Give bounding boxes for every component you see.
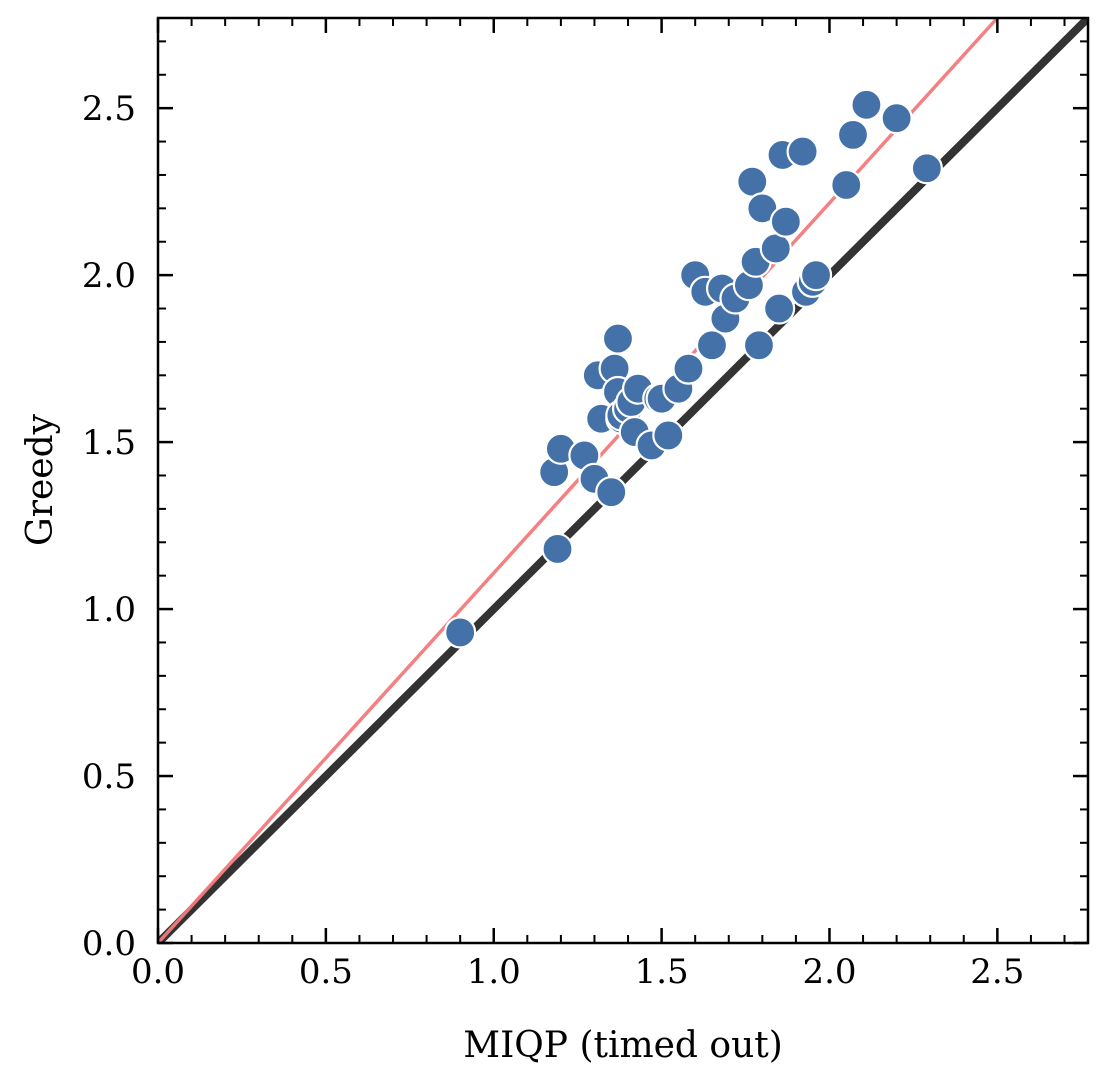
data-point xyxy=(763,292,796,325)
data-point xyxy=(850,88,883,121)
y-tick-label: 0.5 xyxy=(82,757,136,797)
data-point xyxy=(736,165,769,198)
data-point xyxy=(880,102,913,135)
data-point xyxy=(769,205,802,238)
y-tick-label: 1.0 xyxy=(82,590,136,630)
y-tick-label: 2.5 xyxy=(82,89,136,129)
x-tick-label: 1.5 xyxy=(635,952,689,992)
data-point xyxy=(444,616,477,649)
y-tick-label: 1.5 xyxy=(82,423,136,463)
data-point xyxy=(836,118,870,151)
y-axis-title: Greedy xyxy=(20,413,61,546)
data-point xyxy=(759,232,792,265)
plot-frame xyxy=(156,16,1090,945)
data-point xyxy=(695,329,729,362)
data-point xyxy=(799,259,833,292)
trend-line xyxy=(158,18,999,943)
data-point xyxy=(672,352,705,385)
x-tick-label: 2.5 xyxy=(970,952,1024,992)
y-tick-label: 2.0 xyxy=(82,256,136,296)
data-point xyxy=(541,532,574,566)
data-point xyxy=(595,476,628,509)
data-point xyxy=(786,135,819,168)
x-axis-title: MIQP (timed out) xyxy=(463,1025,783,1066)
x-tick-label: 1.0 xyxy=(467,952,521,992)
data-point xyxy=(910,152,943,185)
x-tick-label: 2.0 xyxy=(802,952,856,992)
data-point xyxy=(601,322,635,355)
x-tick-label: 0.5 xyxy=(299,952,353,992)
data-point xyxy=(742,329,776,362)
data-point xyxy=(830,168,863,202)
plot-area xyxy=(158,18,1088,943)
data-point xyxy=(652,419,685,452)
axis-ticks xyxy=(156,18,1088,945)
y-tick-label: 0.0 xyxy=(82,924,136,964)
x-tick-label: 0.0 xyxy=(131,952,185,992)
tick-labels: 0.0 0.5 1.0 1.5 2.0 2.5 0.0 0.5 1.0 1.5 2.0 2.5 xyxy=(82,89,1024,992)
